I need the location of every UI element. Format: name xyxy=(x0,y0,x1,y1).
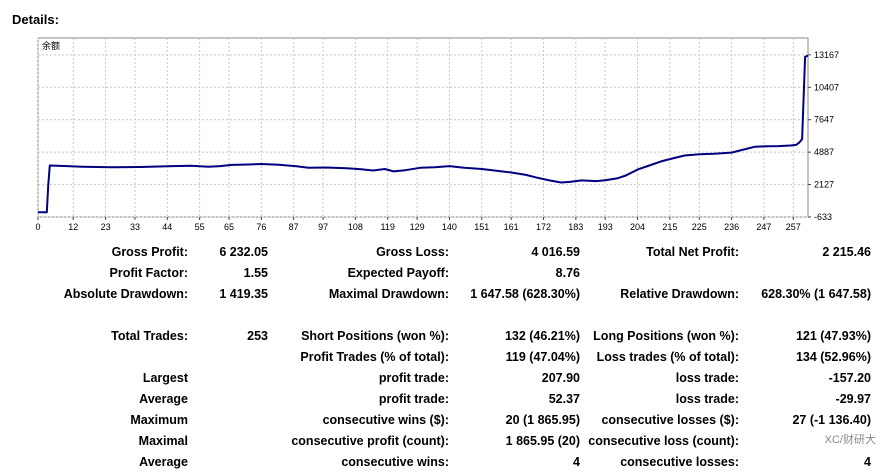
max-consecutive-wins-value: 20 (1 865.95) xyxy=(505,413,580,427)
max-consecutive-wins-label: consecutive wins ($): xyxy=(322,413,449,427)
total-trades-label: Total Trades: xyxy=(111,329,188,343)
x-tick-label: 183 xyxy=(568,222,583,232)
x-tick-label: 87 xyxy=(289,222,299,232)
long-positions-label: Long Positions (won %): xyxy=(593,329,739,343)
expected-payoff-label: Expected Payoff: xyxy=(347,266,449,280)
x-tick-label: 55 xyxy=(195,222,205,232)
gross-loss-label: Gross Loss: xyxy=(376,245,449,259)
profit-trades-label: Profit Trades (% of total): xyxy=(300,350,449,364)
profit-factor-value: 1.55 xyxy=(243,266,268,280)
x-tick-label: 236 xyxy=(724,222,739,232)
x-tick-label: 108 xyxy=(348,222,363,232)
average-loss-label: loss trade: xyxy=(675,392,739,406)
x-tick-label: 44 xyxy=(162,222,172,232)
y-tick-label: 2127 xyxy=(814,180,834,190)
absolute-drawdown-label: Absolute Drawdown: xyxy=(63,287,188,301)
x-tick-label: 33 xyxy=(130,222,140,232)
absolute-drawdown-value: 1 419.35 xyxy=(219,287,268,301)
max-consecutive-losses-label: consecutive losses ($): xyxy=(601,413,739,427)
avg-consecutive-wins-label: consecutive wins: xyxy=(341,455,449,469)
balance-chart: 0 12 23 33 44 55 65 76 87 97 108 119 129 140 151 161 172… xyxy=(35,37,839,232)
x-tick-label: 23 xyxy=(101,222,111,232)
x-tick-label: 119 xyxy=(381,222,395,232)
average-profit-value: 52.37 xyxy=(548,392,580,406)
max-consecutive-losses-value: 27 (-1 136.40) xyxy=(792,413,871,427)
x-tick-label: 247 xyxy=(756,222,771,232)
maximal-label: Maximal xyxy=(138,434,188,448)
largest-label: Largest xyxy=(142,371,188,385)
expected-payoff-value: 8.76 xyxy=(555,266,580,280)
total-net-profit-label: Total Net Profit: xyxy=(646,245,739,259)
largest-loss-label: loss trade: xyxy=(675,371,739,385)
watermark: XC/财研大 xyxy=(784,431,878,449)
short-positions-value: 132 (46.21%) xyxy=(504,329,580,343)
x-tick-label: 257 xyxy=(786,222,801,232)
avg-consecutive-wins-value: 4 xyxy=(573,455,580,469)
average2-label: Average xyxy=(139,455,188,469)
x-tick-label: 225 xyxy=(692,222,707,232)
x-tick-label: 172 xyxy=(536,222,551,232)
gross-profit-label: Gross Profit: xyxy=(111,245,188,259)
gross-loss-value: 4 016.59 xyxy=(531,245,580,259)
chart-title: 余额 xyxy=(42,40,60,52)
y-tick-label: 13167 xyxy=(814,50,839,60)
x-tick-label: 204 xyxy=(630,222,645,232)
average-profit-label: profit trade: xyxy=(378,392,449,406)
relative-drawdown-value: 628.30% (1 647.58) xyxy=(761,287,871,301)
x-tick-label: 0 xyxy=(35,222,40,232)
average-loss-value: -29.97 xyxy=(835,392,871,406)
x-tick-label: 151 xyxy=(474,222,489,232)
maximal-consecutive-profit-label: consecutive profit (count): xyxy=(291,434,449,448)
x-tick-label: 161 xyxy=(504,222,519,232)
gross-profit-value: 6 232.05 xyxy=(219,245,268,259)
x-tick-label: 65 xyxy=(224,222,234,232)
details-title: Details: xyxy=(12,12,59,27)
x-tick-label: 215 xyxy=(662,222,677,232)
plot-area xyxy=(37,37,809,218)
x-tick-label: 193 xyxy=(598,222,613,232)
short-positions-label: Short Positions (won %): xyxy=(301,329,449,343)
profit-factor-label: Profit Factor: xyxy=(109,266,188,280)
x-tick-label: 140 xyxy=(442,222,457,232)
relative-drawdown-label: Relative Drawdown: xyxy=(620,287,739,301)
total-net-profit-value: 2 215.46 xyxy=(822,245,871,259)
total-trades-value: 253 xyxy=(247,329,268,343)
largest-profit-label: profit trade: xyxy=(378,371,449,385)
x-tick-label: 97 xyxy=(318,222,328,232)
maximal-drawdown-label: Maximal Drawdown: xyxy=(328,287,449,301)
largest-loss-value: -157.20 xyxy=(828,371,871,385)
y-tick-label: 10407 xyxy=(814,82,839,92)
maximal-drawdown-value: 1 647.58 (628.30%) xyxy=(470,287,580,301)
profit-trades-value: 119 (47.04%) xyxy=(505,350,580,364)
x-tick-label: 76 xyxy=(256,222,266,232)
long-positions-value: 121 (47.93%) xyxy=(795,329,871,343)
average-label: Average xyxy=(139,392,188,406)
y-tick-label: 7647 xyxy=(814,115,834,125)
y-tick-label: -633 xyxy=(814,212,832,222)
loss-trades-label: Loss trades (% of total): xyxy=(596,350,739,364)
maximum-label: Maximum xyxy=(130,413,188,427)
avg-consecutive-losses-value: 4 xyxy=(864,455,871,469)
maximal-consecutive-loss-label: consecutive loss (count): xyxy=(588,434,739,448)
largest-profit-value: 207.90 xyxy=(541,371,580,385)
maximal-consecutive-profit-value: 1 865.95 (20) xyxy=(505,434,580,448)
loss-trades-value: 134 (52.96%) xyxy=(795,350,871,364)
avg-consecutive-losses-label: consecutive losses: xyxy=(620,455,739,469)
x-tick-label: 12 xyxy=(68,222,78,232)
x-tick-label: 129 xyxy=(410,222,425,232)
y-tick-label: 4887 xyxy=(814,147,834,157)
balance-line xyxy=(38,54,809,214)
